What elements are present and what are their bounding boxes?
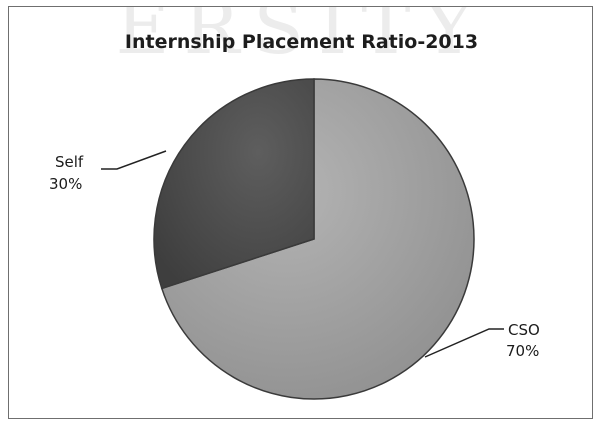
chart-title: Internship Placement Ratio-2013: [124, 31, 479, 53]
watermark-logo: ERSITY: [115, 6, 488, 71]
cso-percent-label: 70%: [506, 342, 539, 360]
cso-label-group: CSO 70%: [424, 321, 540, 360]
self-percent-label: 30%: [49, 175, 82, 193]
chart-frame: ERSITY Internship Placement Ratio-2013 C…: [8, 6, 593, 419]
pie-slice-cso: [160, 78, 475, 400]
cso-label: CSO: [508, 321, 540, 339]
cso-leader-line: [424, 328, 504, 358]
pie-slice-self: [153, 78, 315, 290]
pie-slices: [153, 78, 475, 400]
self-label: Self: [55, 153, 84, 171]
self-leader-line: [101, 150, 167, 170]
pie-chart: CSO 70% Self 30%: [49, 78, 540, 400]
self-label-group: Self 30%: [49, 150, 167, 193]
